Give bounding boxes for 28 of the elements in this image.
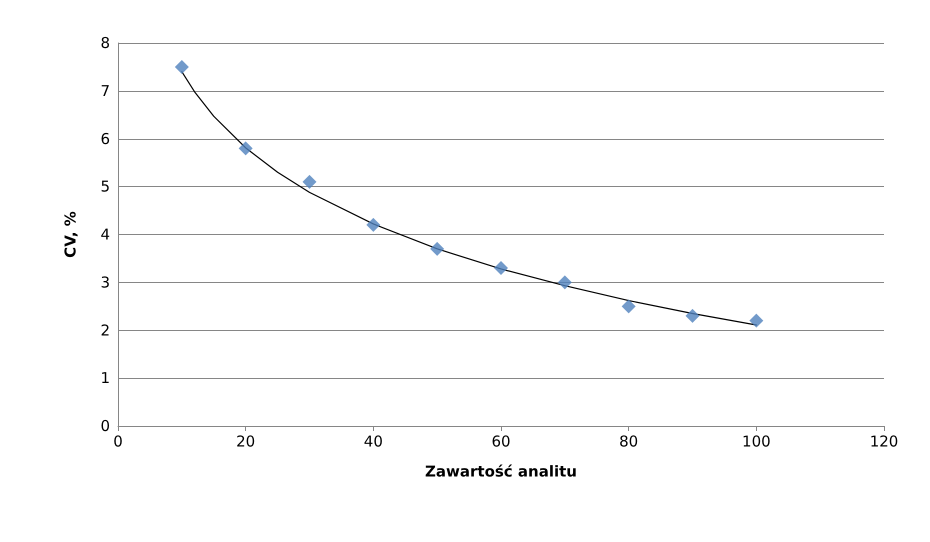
point xyxy=(686,308,700,323)
point xyxy=(174,60,189,74)
point xyxy=(238,141,253,156)
point xyxy=(430,242,444,256)
point xyxy=(558,275,572,290)
y-tick-label: 8 xyxy=(100,34,110,52)
y-tick-label: 6 xyxy=(100,130,110,148)
y-tick-label: 7 xyxy=(100,82,110,100)
y-tick-label: 2 xyxy=(100,321,110,340)
x-tick-label: 60 xyxy=(491,432,511,450)
y-tick-label: 4 xyxy=(100,226,110,244)
y-tick-label: 5 xyxy=(100,178,110,196)
x-tick-label: 40 xyxy=(364,432,383,450)
x-axis-title: Zawartość analitu xyxy=(425,462,577,480)
x-tick-label: 0 xyxy=(113,432,123,450)
point xyxy=(622,299,636,314)
y-tick-label: 1 xyxy=(100,369,110,388)
point xyxy=(749,314,764,328)
point xyxy=(302,174,316,189)
x-tick-label: 80 xyxy=(619,432,638,450)
y-tick-label: 0 xyxy=(100,417,110,435)
point xyxy=(366,218,380,232)
x-tick-label: 20 xyxy=(236,432,256,450)
x-tick-label: 100 xyxy=(742,432,771,450)
x-tick-label: 120 xyxy=(870,432,898,450)
point xyxy=(494,261,508,276)
y-axis-title: CV, % xyxy=(62,211,80,258)
y-tick-label: 3 xyxy=(100,273,110,292)
